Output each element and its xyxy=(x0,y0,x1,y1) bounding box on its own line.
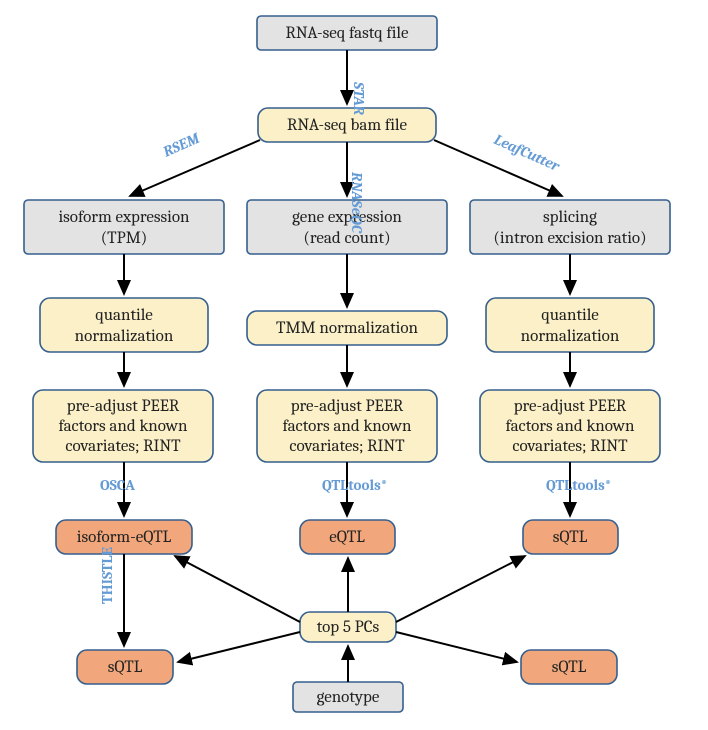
edge-label-qtltools-right: QTLtools* xyxy=(546,476,612,494)
node-quantile-norm-left: quantile normalization xyxy=(40,298,208,352)
svg-text:isoform expression: isoform expression xyxy=(58,208,190,227)
node-eqtl: eQTL xyxy=(300,520,395,554)
node-sqtl-top: sQTL xyxy=(523,520,618,554)
svg-text:covariates; RINT: covariates; RINT xyxy=(289,437,405,456)
svg-text:normalization: normalization xyxy=(521,327,620,346)
edge-label-osca: OSCA xyxy=(100,476,135,494)
edge-top5-sqtlbl xyxy=(178,632,300,662)
svg-text:factors and known: factors and known xyxy=(58,417,188,436)
svg-text:splicing: splicing xyxy=(543,208,597,227)
svg-text:genotype: genotype xyxy=(317,688,380,707)
edge-label-rnaseqc: RNASeQC xyxy=(348,171,366,234)
node-quantile-norm-right: quantile normalization xyxy=(486,298,654,352)
node-sqtl-bottom-right: sQTL xyxy=(521,650,617,684)
svg-text:quantile: quantile xyxy=(95,306,153,325)
svg-text:eQTL: eQTL xyxy=(329,528,365,547)
svg-text:RNA-seq bam file: RNA-seq bam file xyxy=(287,116,408,135)
svg-text:quantile: quantile xyxy=(541,306,599,325)
svg-text:factors and known: factors and known xyxy=(505,417,635,436)
edge-label-qtltools-mid: QTLtools* xyxy=(322,476,388,494)
edge-top5-sqtl xyxy=(396,556,525,622)
node-fastq: RNA-seq fastq file xyxy=(257,16,437,50)
node-bam: RNA-seq bam file xyxy=(258,108,436,142)
node-top5pcs: top 5 PCs xyxy=(300,612,396,642)
node-isoform-expression: isoform expression (TPM) xyxy=(24,200,224,254)
node-peer-right: pre-adjust PEER factors and known covari… xyxy=(480,390,660,462)
svg-text:sQTL: sQTL xyxy=(108,658,143,677)
svg-text:pre-adjust PEER: pre-adjust PEER xyxy=(514,397,627,416)
svg-text:covariates; RINT: covariates; RINT xyxy=(65,437,181,456)
node-gene-expression: gene expression (read count) xyxy=(247,200,447,254)
edge-label-thistle: THISTLE xyxy=(98,546,116,604)
svg-text:factors and known: factors and known xyxy=(282,417,412,436)
svg-text:sQTL: sQTL xyxy=(553,528,588,547)
node-splicing: splicing (intron excision ratio) xyxy=(470,200,670,254)
svg-text:pre-adjust PEER: pre-adjust PEER xyxy=(67,397,180,416)
svg-text:RNA-seq fastq file: RNA-seq fastq file xyxy=(285,24,409,43)
edge-label-star: STAR xyxy=(350,81,368,116)
svg-text:top 5 PCs: top 5 PCs xyxy=(317,618,380,637)
svg-text:TMM normalization: TMM normalization xyxy=(276,319,419,338)
edge-top5-isoeqtl xyxy=(175,556,300,622)
node-tmm-norm: TMM normalization xyxy=(247,311,447,345)
node-sqtl-bottom-left: sQTL xyxy=(77,650,173,684)
svg-text:(TPM): (TPM) xyxy=(101,229,148,248)
svg-text:(read count): (read count) xyxy=(303,229,390,248)
edge-label-rsem: RSEM xyxy=(159,129,202,161)
node-peer-left: pre-adjust PEER factors and known covari… xyxy=(33,390,213,462)
svg-text:sQTL: sQTL xyxy=(552,658,587,677)
edge-top5-sqtlbr xyxy=(396,632,517,662)
node-isoform-eqtl: isoform-eQTL xyxy=(56,520,192,554)
node-peer-mid: pre-adjust PEER factors and known covari… xyxy=(257,390,437,462)
svg-text:isoform-eQTL: isoform-eQTL xyxy=(77,528,172,547)
svg-text:gene expression: gene expression xyxy=(292,208,402,227)
svg-text:covariates; RINT: covariates; RINT xyxy=(512,437,628,456)
svg-text:normalization: normalization xyxy=(75,327,174,346)
svg-text:(intron excision ratio): (intron excision ratio) xyxy=(493,229,646,248)
node-genotype: genotype xyxy=(293,682,403,712)
svg-text:pre-adjust PEER: pre-adjust PEER xyxy=(291,397,404,416)
